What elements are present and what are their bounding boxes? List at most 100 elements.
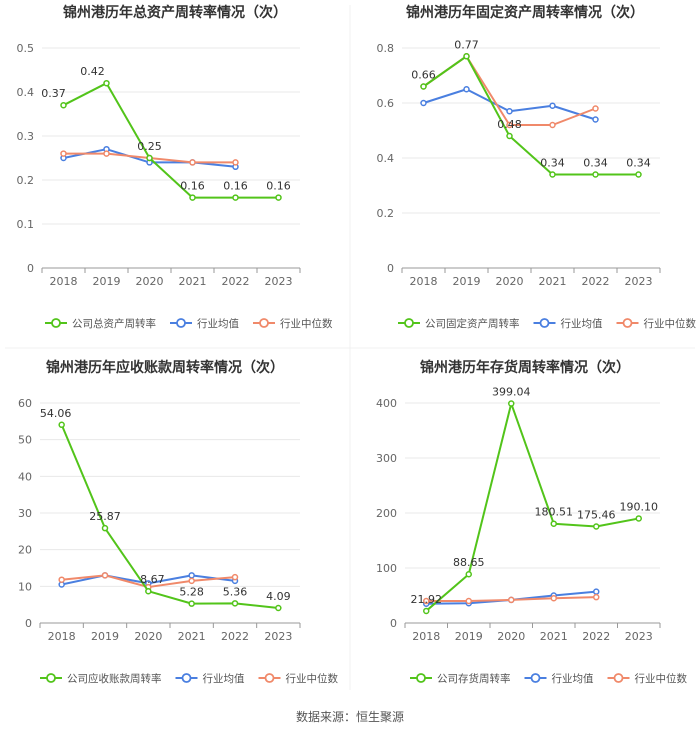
data-point-industry_median (549, 121, 556, 129)
data-label: 4.09 (266, 590, 291, 603)
legend-item-industry_median: 行业中位数 (607, 672, 688, 685)
y-tick-label: 20 (18, 544, 32, 557)
series-line-industry_median (422, 55, 596, 126)
legend-label: 行业中位数 (635, 672, 688, 685)
y-tick-label: 300 (376, 452, 397, 465)
chart-panel-2: 锦州港历年固定资产周转率情况（次） 0 0.2 0.4 0.6 0.8 2018 2019 20… (377, 4, 697, 330)
data-label: 21.92 (411, 593, 443, 606)
legend-swatch-marker (46, 673, 56, 683)
data-label: 88.65 (453, 556, 485, 569)
legend-swatch-marker (539, 318, 550, 328)
data-point-industry_avg (188, 572, 195, 579)
data-point-industry_avg (463, 86, 470, 93)
y-tick-label: 0 (390, 617, 397, 630)
legend-label: 公司应收账款周转率 (67, 672, 162, 685)
data-point-company (593, 523, 600, 530)
data-point-industry_median (103, 150, 110, 157)
x-tick-label: 2020 (136, 275, 164, 288)
legend-label: 行业均值 (561, 317, 603, 330)
data-point-company (189, 194, 196, 201)
x-tick-label: 2023 (265, 275, 293, 288)
legend-swatch-marker (264, 673, 275, 683)
data-point-company (188, 600, 195, 607)
data-point-company (145, 587, 152, 595)
series-line-company (60, 424, 279, 609)
legend-swatch-marker (51, 318, 61, 328)
legend-item-company: 公司存货周转率 (410, 672, 511, 685)
y-tick-label: 100 (376, 562, 397, 575)
data-point-industry_median (506, 121, 513, 129)
data-point-industry_median (188, 577, 195, 585)
data-label: 175.46 (577, 508, 616, 521)
y-tick-label: 0.4 (17, 86, 35, 99)
series-line-industry_avg (423, 88, 596, 121)
x-tick-label: 2022 (221, 630, 249, 643)
x-tick-label: 2020 (497, 630, 525, 643)
data-point-company (103, 79, 110, 87)
legend-label: 行业中位数 (286, 672, 339, 685)
series-line-company (63, 82, 279, 199)
data-label: 0.48 (497, 118, 522, 131)
data-point-company (592, 171, 599, 178)
legend-label: 行业中位数 (644, 317, 697, 330)
data-point-industry_median (550, 595, 557, 602)
legend-swatch-marker (416, 673, 426, 683)
data-point-company (635, 171, 642, 178)
y-tick-label: 0 (27, 262, 34, 275)
legend-label: 行业中位数 (280, 317, 333, 330)
data-label: 0.66 (411, 69, 436, 82)
legend-item-company: 公司固定资产周转率 (398, 317, 520, 330)
data-point-company (60, 101, 67, 109)
data-point-industry_avg (549, 102, 556, 109)
data-point-industry_median (60, 150, 67, 157)
y-tick-label: 40 (18, 470, 32, 483)
legend-swatch-marker (530, 673, 541, 683)
x-tick-label: 2021 (539, 275, 567, 288)
data-label: 0.42 (80, 65, 105, 78)
data-point-company (423, 607, 430, 615)
data-label: 0.34 (626, 157, 651, 170)
data-label: 0.37 (41, 87, 66, 100)
data-label: 5.36 (223, 585, 248, 598)
data-point-industry_median (231, 573, 239, 581)
x-tick-label: 2018 (50, 275, 78, 288)
x-tick-label: 2021 (179, 275, 207, 288)
x-tick-label: 2022 (582, 630, 610, 643)
data-label: 5.28 (179, 586, 204, 599)
legend-item-industry_avg: 行业均值 (175, 672, 245, 685)
chart-title: 锦州港历年固定资产周转率情况（次） (406, 4, 644, 21)
data-point-industry_avg (593, 588, 600, 595)
legend-item-industry_avg: 行业均值 (170, 317, 239, 330)
x-tick-label: 2018 (412, 630, 440, 643)
data-point-industry_median (592, 105, 599, 112)
y-tick-label: 0.4 (377, 152, 395, 165)
data-point-industry_avg (592, 116, 599, 123)
data-point-industry_median (593, 593, 600, 601)
legend-item-industry_avg: 行业均值 (533, 317, 603, 330)
chart-title: 锦州港历年总资产周转率情况（次） (63, 4, 287, 21)
data-label: 0.25 (137, 140, 162, 153)
y-tick-label: 0.3 (17, 130, 35, 143)
y-tick-label: 0 (387, 262, 394, 275)
data-label: 0.77 (454, 38, 479, 51)
y-tick-label: 50 (18, 434, 32, 447)
data-label: 399.04 (492, 386, 531, 399)
data-label: 8.67 (140, 573, 165, 586)
legend-label: 公司总资产周转率 (72, 317, 156, 330)
x-tick-label: 2022 (582, 275, 610, 288)
data-point-industry_median (58, 576, 65, 583)
data-point-industry_median (101, 572, 109, 579)
chart-panel-1: 锦州港历年总资产周转率情况（次） 0 0.1 0.2 0.3 0.4 0.5 2018 2019… (17, 4, 333, 330)
x-tick-label: 2018 (48, 630, 76, 643)
chart-panel-4: 锦州港历年存货周转率情况（次） 0 100 200 300 400 2018 2019 2020… (376, 359, 687, 685)
data-point-company (635, 515, 642, 522)
data-point-industry_median (423, 597, 430, 605)
legend-item-industry_avg: 行业均值 (524, 672, 594, 685)
x-tick-label: 2019 (91, 630, 119, 643)
data-point-industry_avg (506, 108, 513, 115)
legend-swatch-marker (259, 318, 269, 328)
y-tick-label: 0.6 (377, 97, 395, 110)
x-tick-label: 2021 (540, 630, 568, 643)
data-point-industry_avg (420, 99, 427, 107)
series-line-company (425, 402, 639, 612)
